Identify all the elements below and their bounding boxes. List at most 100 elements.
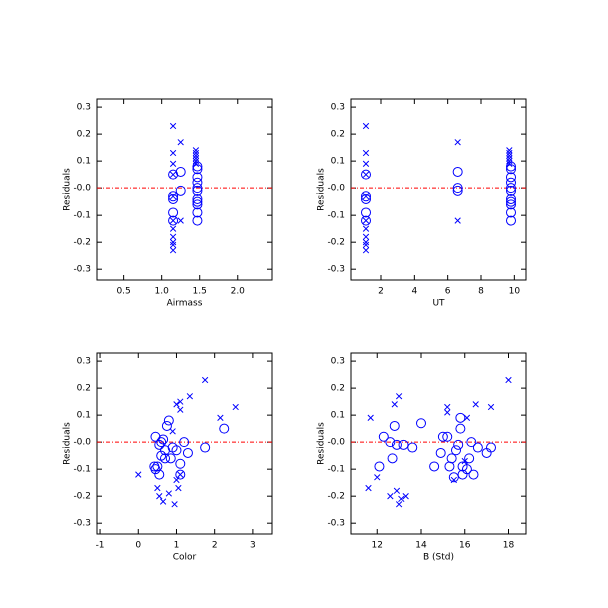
point <box>506 177 516 188</box>
x-tick-label: 2 <box>378 287 384 297</box>
point <box>444 461 455 472</box>
point <box>192 149 200 157</box>
point <box>362 193 370 200</box>
x-tick-label: 6 <box>445 287 451 297</box>
y-tick-label: -0.3 <box>73 519 91 529</box>
y-tick-label: -0.2 <box>327 492 345 502</box>
point <box>461 457 468 465</box>
x-axis-label: B (Std) <box>423 553 454 563</box>
point <box>506 185 516 196</box>
point <box>506 193 516 204</box>
point <box>387 453 398 464</box>
point <box>506 164 516 175</box>
point <box>169 428 176 435</box>
point <box>362 149 370 157</box>
point <box>457 469 468 480</box>
y-tick-label: 0.1 <box>77 157 91 167</box>
point <box>506 183 516 194</box>
y-tick-label: 0.3 <box>331 357 345 367</box>
point <box>446 453 457 464</box>
point <box>506 147 513 154</box>
point <box>168 193 179 204</box>
point <box>168 207 179 218</box>
point <box>506 152 513 159</box>
point <box>217 414 224 421</box>
point <box>177 139 184 146</box>
x-tick-label: 1 <box>174 541 180 551</box>
point <box>154 484 161 492</box>
point <box>452 185 463 196</box>
point <box>429 461 440 472</box>
point <box>163 415 174 426</box>
point <box>135 471 142 478</box>
y-tick-label: 0.1 <box>77 411 91 421</box>
point <box>175 458 186 469</box>
point <box>192 199 203 210</box>
y-tick-label: -0.3 <box>327 519 345 529</box>
point <box>365 484 372 492</box>
y-axis-label: Residuals <box>63 422 73 465</box>
point <box>389 420 400 431</box>
plot-frame <box>96 352 273 535</box>
point <box>159 498 167 505</box>
y-tick-label: 0.3 <box>331 103 345 113</box>
y-tick-label: -0.1 <box>327 211 345 221</box>
point <box>361 169 371 180</box>
y-tick-label: -0.1 <box>327 465 345 475</box>
point <box>169 193 177 200</box>
point <box>444 409 451 416</box>
point <box>150 464 161 475</box>
point <box>192 196 203 207</box>
point <box>487 403 495 411</box>
point <box>165 490 172 497</box>
point <box>169 217 177 224</box>
point <box>455 423 466 434</box>
plot-frame <box>96 98 273 281</box>
x-tick-label: 16 <box>459 541 471 551</box>
point <box>398 439 409 450</box>
y-axis-label: Residuals <box>317 422 327 465</box>
point <box>472 442 483 453</box>
point <box>168 191 179 202</box>
point <box>463 414 471 421</box>
point <box>506 207 516 218</box>
point <box>179 437 190 448</box>
point <box>169 225 177 232</box>
point <box>165 453 176 464</box>
y-tick-label: -0.0 <box>73 184 91 194</box>
point <box>393 487 401 494</box>
x-tick-label: 8 <box>478 287 484 297</box>
point <box>361 215 371 226</box>
point <box>505 376 512 384</box>
point <box>156 437 167 448</box>
point <box>169 233 177 240</box>
point <box>506 155 513 162</box>
y-tick-label: -0.2 <box>73 492 91 502</box>
point <box>169 122 177 130</box>
point <box>177 471 184 478</box>
point <box>192 193 203 204</box>
point <box>506 199 516 210</box>
point <box>362 233 370 240</box>
point <box>362 239 370 246</box>
x-tick-label: 0 <box>135 541 141 551</box>
point <box>395 501 403 508</box>
point <box>395 393 403 400</box>
point <box>452 166 463 177</box>
y-axis-label: Residuals <box>63 168 73 211</box>
point <box>362 217 370 224</box>
point <box>156 493 163 500</box>
point <box>374 474 381 481</box>
point <box>171 501 178 508</box>
point <box>169 241 177 249</box>
point <box>173 401 180 408</box>
y-tick-label: -0.2 <box>327 238 345 248</box>
point <box>506 149 513 157</box>
y-axis-label: Residuals <box>317 168 327 211</box>
point <box>192 152 200 159</box>
point <box>175 484 182 492</box>
y-tick-label: -0.3 <box>73 265 91 275</box>
point <box>154 439 165 450</box>
y-tick-label: 0.2 <box>331 130 345 140</box>
